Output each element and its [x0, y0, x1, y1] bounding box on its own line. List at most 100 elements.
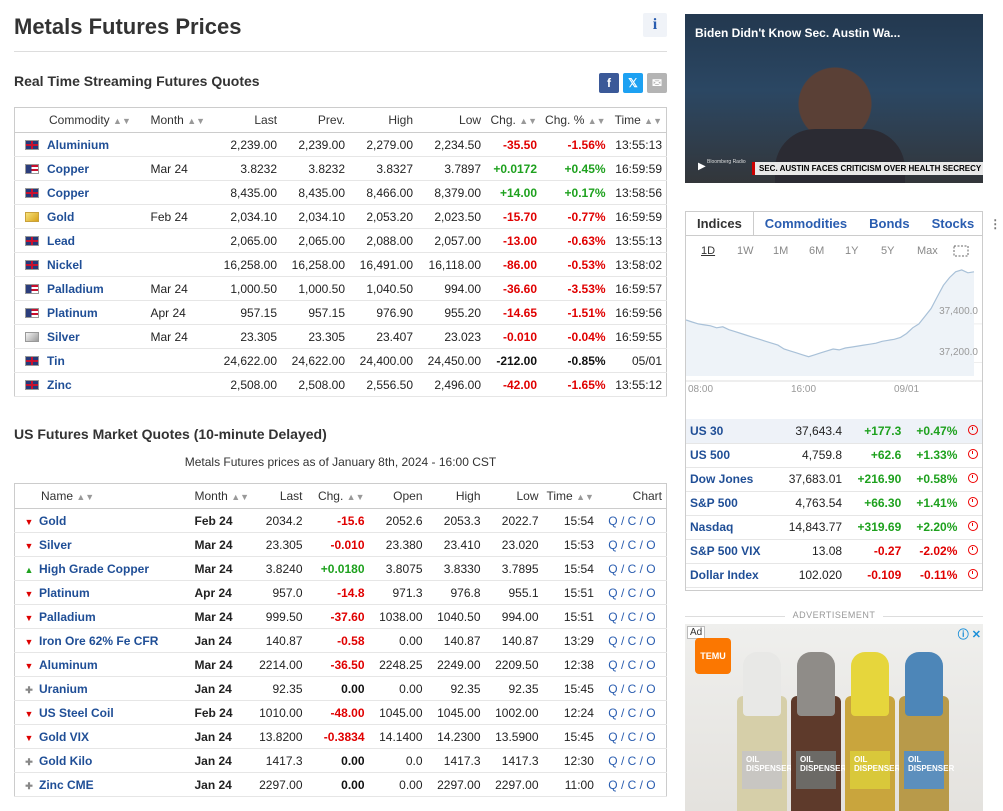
last-cell: 2,239.00: [209, 132, 282, 157]
index-chg: +177.3: [846, 419, 906, 444]
chg-cell: -86.00: [485, 252, 542, 277]
index-name-link[interactable]: Nasdaq: [686, 515, 776, 540]
col-month[interactable]: Month ▲▼: [146, 107, 210, 133]
chart-links[interactable]: Q / C / O: [597, 556, 667, 581]
facebook-share-icon[interactable]: f: [599, 73, 619, 93]
chart-links[interactable]: Q / C / O: [597, 508, 667, 533]
name-link[interactable]: Platinum: [39, 585, 90, 600]
time-cell: 13:55:12: [609, 372, 667, 397]
range-6m[interactable]: 6M: [809, 245, 825, 257]
commodity-link[interactable]: Palladium: [47, 281, 104, 296]
tab-indices[interactable]: Indices: [686, 212, 754, 235]
open-cell: 2248.25: [368, 652, 427, 677]
range-1d[interactable]: 1D: [701, 245, 716, 257]
range-1w[interactable]: 1W: [737, 245, 754, 257]
commodity-link[interactable]: Copper: [47, 161, 89, 176]
low-cell: 2209.50: [484, 652, 543, 677]
name-link[interactable]: US Steel Coil: [39, 705, 114, 720]
commodity-link[interactable]: Gold: [47, 209, 75, 224]
bottle-label: OIL DISPENSER: [742, 751, 792, 789]
fullscreen-icon[interactable]: [953, 244, 969, 258]
chart-links[interactable]: Q / C / O: [597, 748, 667, 773]
commodity-link[interactable]: Tin: [47, 353, 65, 368]
last-cell: 16,258.00: [209, 252, 282, 277]
index-name-link[interactable]: S&P 500: [686, 491, 776, 516]
play-icon[interactable]: ▶: [698, 161, 706, 172]
info-icon[interactable]: i: [643, 13, 667, 37]
index-name-link[interactable]: Dow Jones: [686, 467, 776, 492]
commodity-link[interactable]: Nickel: [47, 257, 83, 272]
video-player[interactable]: Biden Didn't Know Sec. Austin Wa... ▶ Bl…: [685, 14, 983, 183]
tab-stocks[interactable]: Stocks: [931, 216, 975, 231]
month-cell: [146, 132, 210, 157]
chart-links[interactable]: Q / C / O: [597, 676, 667, 701]
uk-flag-icon: [25, 236, 39, 247]
name-link[interactable]: Palladium: [39, 609, 96, 624]
range-max[interactable]: Max: [917, 245, 938, 257]
email-share-icon[interactable]: ✉: [647, 73, 667, 93]
commodity-link[interactable]: Aluminium: [47, 137, 109, 152]
index-name-link[interactable]: US 500: [686, 443, 776, 468]
time-cell: 16:59:55: [609, 324, 667, 349]
table-row: Lead 2,065.00 2,065.00 2,088.00 2,057.00 -13.…: [14, 228, 667, 253]
col-month[interactable]: Month ▲▼: [190, 483, 255, 509]
low-cell: 23.020: [484, 532, 543, 557]
name-link[interactable]: Zinc CME: [39, 777, 94, 792]
name-link[interactable]: Gold VIX: [39, 729, 90, 744]
chart-links[interactable]: Q / C / O: [597, 532, 667, 557]
high-cell: 1045.00: [426, 700, 485, 725]
index-name-link[interactable]: S&P 500 VIX: [686, 539, 776, 564]
video-title[interactable]: Biden Didn't Know Sec. Austin Wa...: [695, 26, 901, 40]
name-link[interactable]: Gold: [39, 513, 67, 528]
col-time[interactable]: Time ▲▼: [609, 107, 667, 133]
commodity-link[interactable]: Copper: [47, 185, 89, 200]
month-cell: Feb 24: [190, 700, 255, 725]
col-time[interactable]: Time ▲▼: [542, 483, 598, 509]
name-link[interactable]: Uranium: [39, 681, 88, 696]
commodity-link[interactable]: Silver: [47, 329, 80, 344]
last-cell: 2214.00: [254, 652, 307, 677]
range-1m[interactable]: 1M: [773, 245, 789, 257]
tab-bonds[interactable]: Bonds: [869, 216, 910, 231]
commodity-link[interactable]: Zinc: [47, 377, 72, 392]
col-chg[interactable]: Chg. ▲▼: [485, 107, 542, 133]
time-cell: 15:51: [542, 604, 598, 629]
time-cell: 12:38: [542, 652, 598, 677]
arrow-down-icon: ▼: [24, 540, 34, 551]
chart-links[interactable]: Q / C / O: [597, 580, 667, 605]
name-link[interactable]: Aluminum: [39, 657, 98, 672]
bottle-cap: [905, 652, 943, 716]
commodity-link[interactable]: Lead: [47, 233, 76, 248]
high-cell: 14.2300: [426, 724, 485, 749]
index-name-link[interactable]: Dollar Index: [686, 563, 776, 588]
ad-close-icon[interactable]: ⓘ ✕: [957, 629, 981, 641]
range-1y[interactable]: 1Y: [845, 245, 859, 257]
chart-links[interactable]: Q / C / O: [597, 724, 667, 749]
chart-links[interactable]: Q / C / O: [597, 652, 667, 677]
col-name[interactable]: Name ▲▼: [14, 483, 191, 509]
index-chg: +66.30: [846, 491, 906, 516]
index-name-link[interactable]: US 30: [686, 419, 776, 444]
chg-pct-cell: -0.63%: [541, 228, 610, 253]
chart-links[interactable]: Q / C / O: [597, 628, 667, 653]
index-row: US 500 4,759.8 +62.6 +1.33%: [686, 443, 982, 468]
last-cell: 92.35: [254, 676, 307, 701]
chart-links[interactable]: Q / C / O: [597, 772, 667, 797]
last-cell: 2,508.00: [209, 372, 282, 397]
col-commodity[interactable]: Commodity ▲▼: [14, 107, 147, 133]
chart-links[interactable]: Q / C / O: [597, 604, 667, 629]
twitter-share-icon[interactable]: 𝕏: [623, 73, 643, 93]
tab-commodities[interactable]: Commodities: [764, 216, 848, 231]
more-icon[interactable]: ⋮: [989, 217, 1002, 231]
col-chg-pct[interactable]: Chg. % ▲▼: [541, 107, 610, 133]
col-chg[interactable]: Chg. ▲▼: [306, 483, 369, 509]
advertisement[interactable]: Ad ⓘ ✕ TEMU OIL DISPENSER OIL DISPENSER …: [685, 624, 983, 811]
name-link[interactable]: High Grade Copper: [39, 561, 150, 576]
commodity-link[interactable]: Platinum: [47, 305, 98, 320]
range-5y[interactable]: 5Y: [881, 245, 895, 257]
name-link[interactable]: Silver: [39, 537, 72, 552]
chart-links[interactable]: Q / C / O: [597, 700, 667, 725]
name-link[interactable]: Iron Ore 62% Fe CFR: [39, 633, 159, 648]
name-link[interactable]: Gold Kilo: [39, 753, 93, 768]
time-cell: 16:59:59: [609, 204, 667, 229]
